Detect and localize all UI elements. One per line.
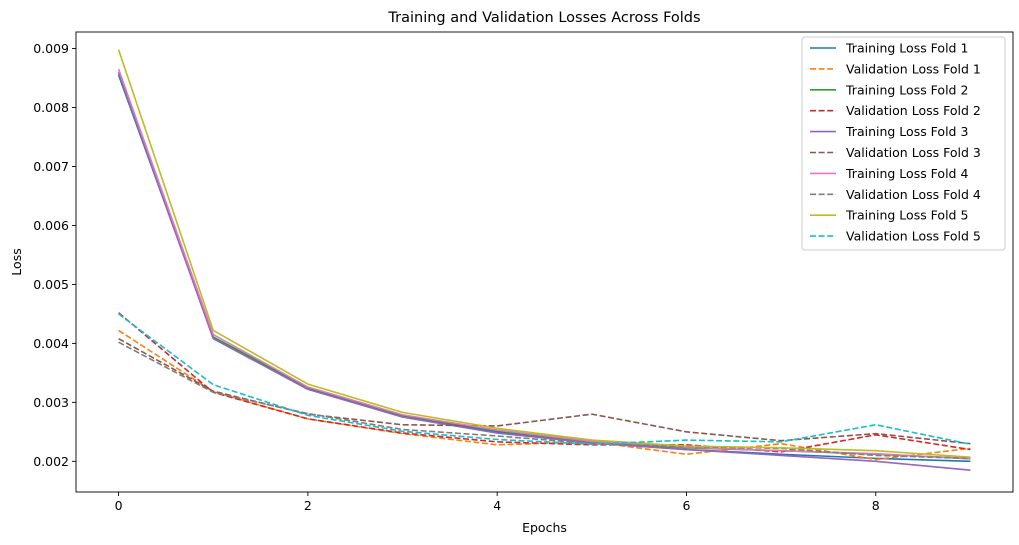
legend-label-4: Validation Loss Fold 2 [846, 103, 981, 118]
legend-label-5: Training Loss Fold 3 [845, 124, 968, 139]
x-axis: 0 2 4 6 8 [115, 492, 880, 513]
legend-label-2: Validation Loss Fold 1 [846, 61, 981, 76]
legend: Training Loss Fold 1 Validation Loss Fold… [801, 36, 1006, 251]
y-tick-label: 0.004 [33, 336, 69, 351]
series-line-8 [118, 341, 971, 460]
x-tick-label: 0 [115, 498, 123, 513]
series-lines [117, 49, 971, 471]
legend-label-9: Training Loss Fold 5 [845, 208, 968, 223]
series-line-4 [118, 312, 971, 453]
series-line-10 [118, 313, 971, 446]
y-tick-label: 0.008 [33, 100, 69, 115]
legend-label-6: Validation Loss Fold 3 [846, 145, 981, 160]
x-tick-label: 6 [682, 498, 690, 513]
plot-frame [75, 31, 1014, 493]
y-tick-label: 0.003 [33, 395, 69, 410]
x-axis-label: Epochs [522, 520, 567, 535]
series-line-5 [117, 71, 971, 471]
y-tick-label: 0.002 [33, 454, 69, 469]
y-tick-label: 0.006 [33, 218, 69, 233]
y-axis: 0.002 0.003 0.004 0.005 0.006 0.007 0.008 0.009 [33, 41, 76, 469]
series-line-9 [117, 49, 971, 459]
y-tick-label: 0.007 [33, 159, 69, 174]
x-tick-label: 8 [872, 498, 880, 513]
y-tick-label: 0.009 [33, 41, 69, 56]
legend-label-1: Training Loss Fold 1 [845, 41, 968, 56]
x-tick-label: 4 [493, 498, 501, 513]
legend-label-8: Validation Loss Fold 4 [846, 187, 981, 202]
y-axis-label: Loss [9, 248, 24, 275]
chart-title: Training and Validation Losses Across Fo… [387, 10, 700, 26]
x-tick-label: 2 [304, 498, 312, 513]
legend-box [801, 36, 1006, 251]
legend-label-3: Training Loss Fold 2 [845, 82, 968, 97]
y-tick-label: 0.005 [33, 277, 69, 292]
legend-label-10: Validation Loss Fold 5 [846, 229, 981, 244]
legend-label-7: Training Loss Fold 4 [845, 166, 968, 181]
